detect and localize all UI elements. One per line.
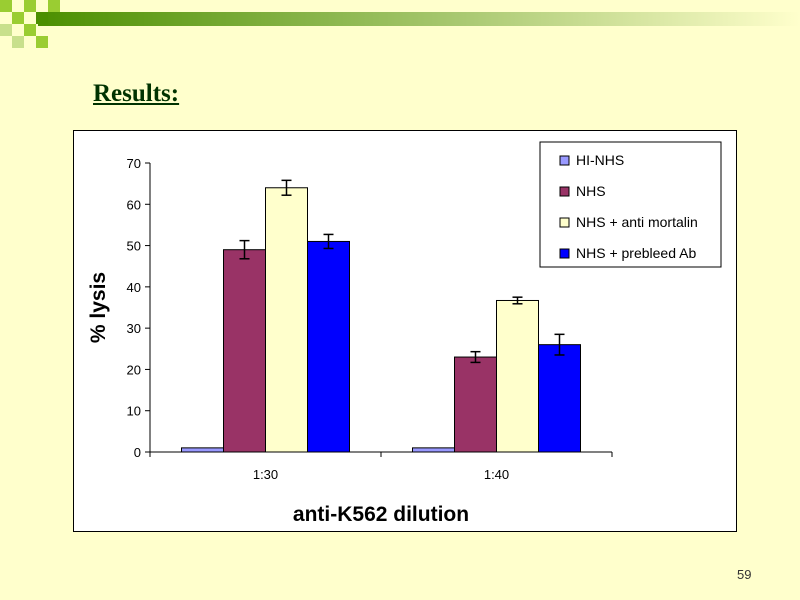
legend-swatch [559,186,570,197]
deco-square [24,24,36,36]
bar-nhs-anti-mortalin [496,299,539,453]
legend-label: NHS + anti mortalin [576,214,698,230]
deco-square [36,12,48,24]
chart-area: 0 10 20 30 40 50 60 70 1:30 1:40 anti-K562 dilutio… [73,130,737,532]
y-tick-label: 70 [127,156,141,171]
deco-square [0,0,12,12]
bar-nhs [223,249,266,453]
legend-swatch [559,217,570,228]
deco-square [36,36,48,48]
slide-number: 59 [737,567,752,582]
legend-label: NHS + prebleed Ab [576,245,696,261]
bar-nhs-prebleed-ab [307,240,350,453]
bar-nhs-prebleed-ab [538,344,581,453]
x-axis-title: anti-K562 dilution [293,503,469,526]
legend-box [539,141,722,268]
deco-square [12,36,24,48]
legend-label: HI-NHS [576,152,624,168]
deco-square [24,0,36,12]
bar-nhs [454,356,497,453]
y-tick-label: 10 [127,404,141,419]
bar-hi-nhs [181,447,224,453]
slide-title: Results: [93,80,180,107]
deco-square [48,0,60,12]
deco-square [0,24,12,36]
x-tick-label: 1:40 [484,467,509,482]
x-tick-label: 1:30 [253,467,278,482]
y-tick-label: 40 [127,280,141,295]
bar-nhs-anti-mortalin [265,187,308,453]
header-decoration [0,0,800,48]
y-axis-title: % lysis [87,272,110,343]
legend-label: NHS [576,183,606,199]
deco-square [12,12,24,24]
y-tick-label: 0 [134,445,141,460]
bar-hi-nhs [412,447,455,453]
header-gradient-band [38,12,800,26]
y-tick-label: 30 [127,321,141,336]
y-tick-label: 20 [127,362,141,377]
y-tick-label: 60 [127,197,141,212]
bar-chart: 0 10 20 30 40 50 60 70 1:30 1:40 anti-K562 dilutio… [87,141,722,526]
legend-swatch [559,155,570,166]
y-tick-label: 50 [127,239,141,254]
legend-swatch [559,248,570,259]
